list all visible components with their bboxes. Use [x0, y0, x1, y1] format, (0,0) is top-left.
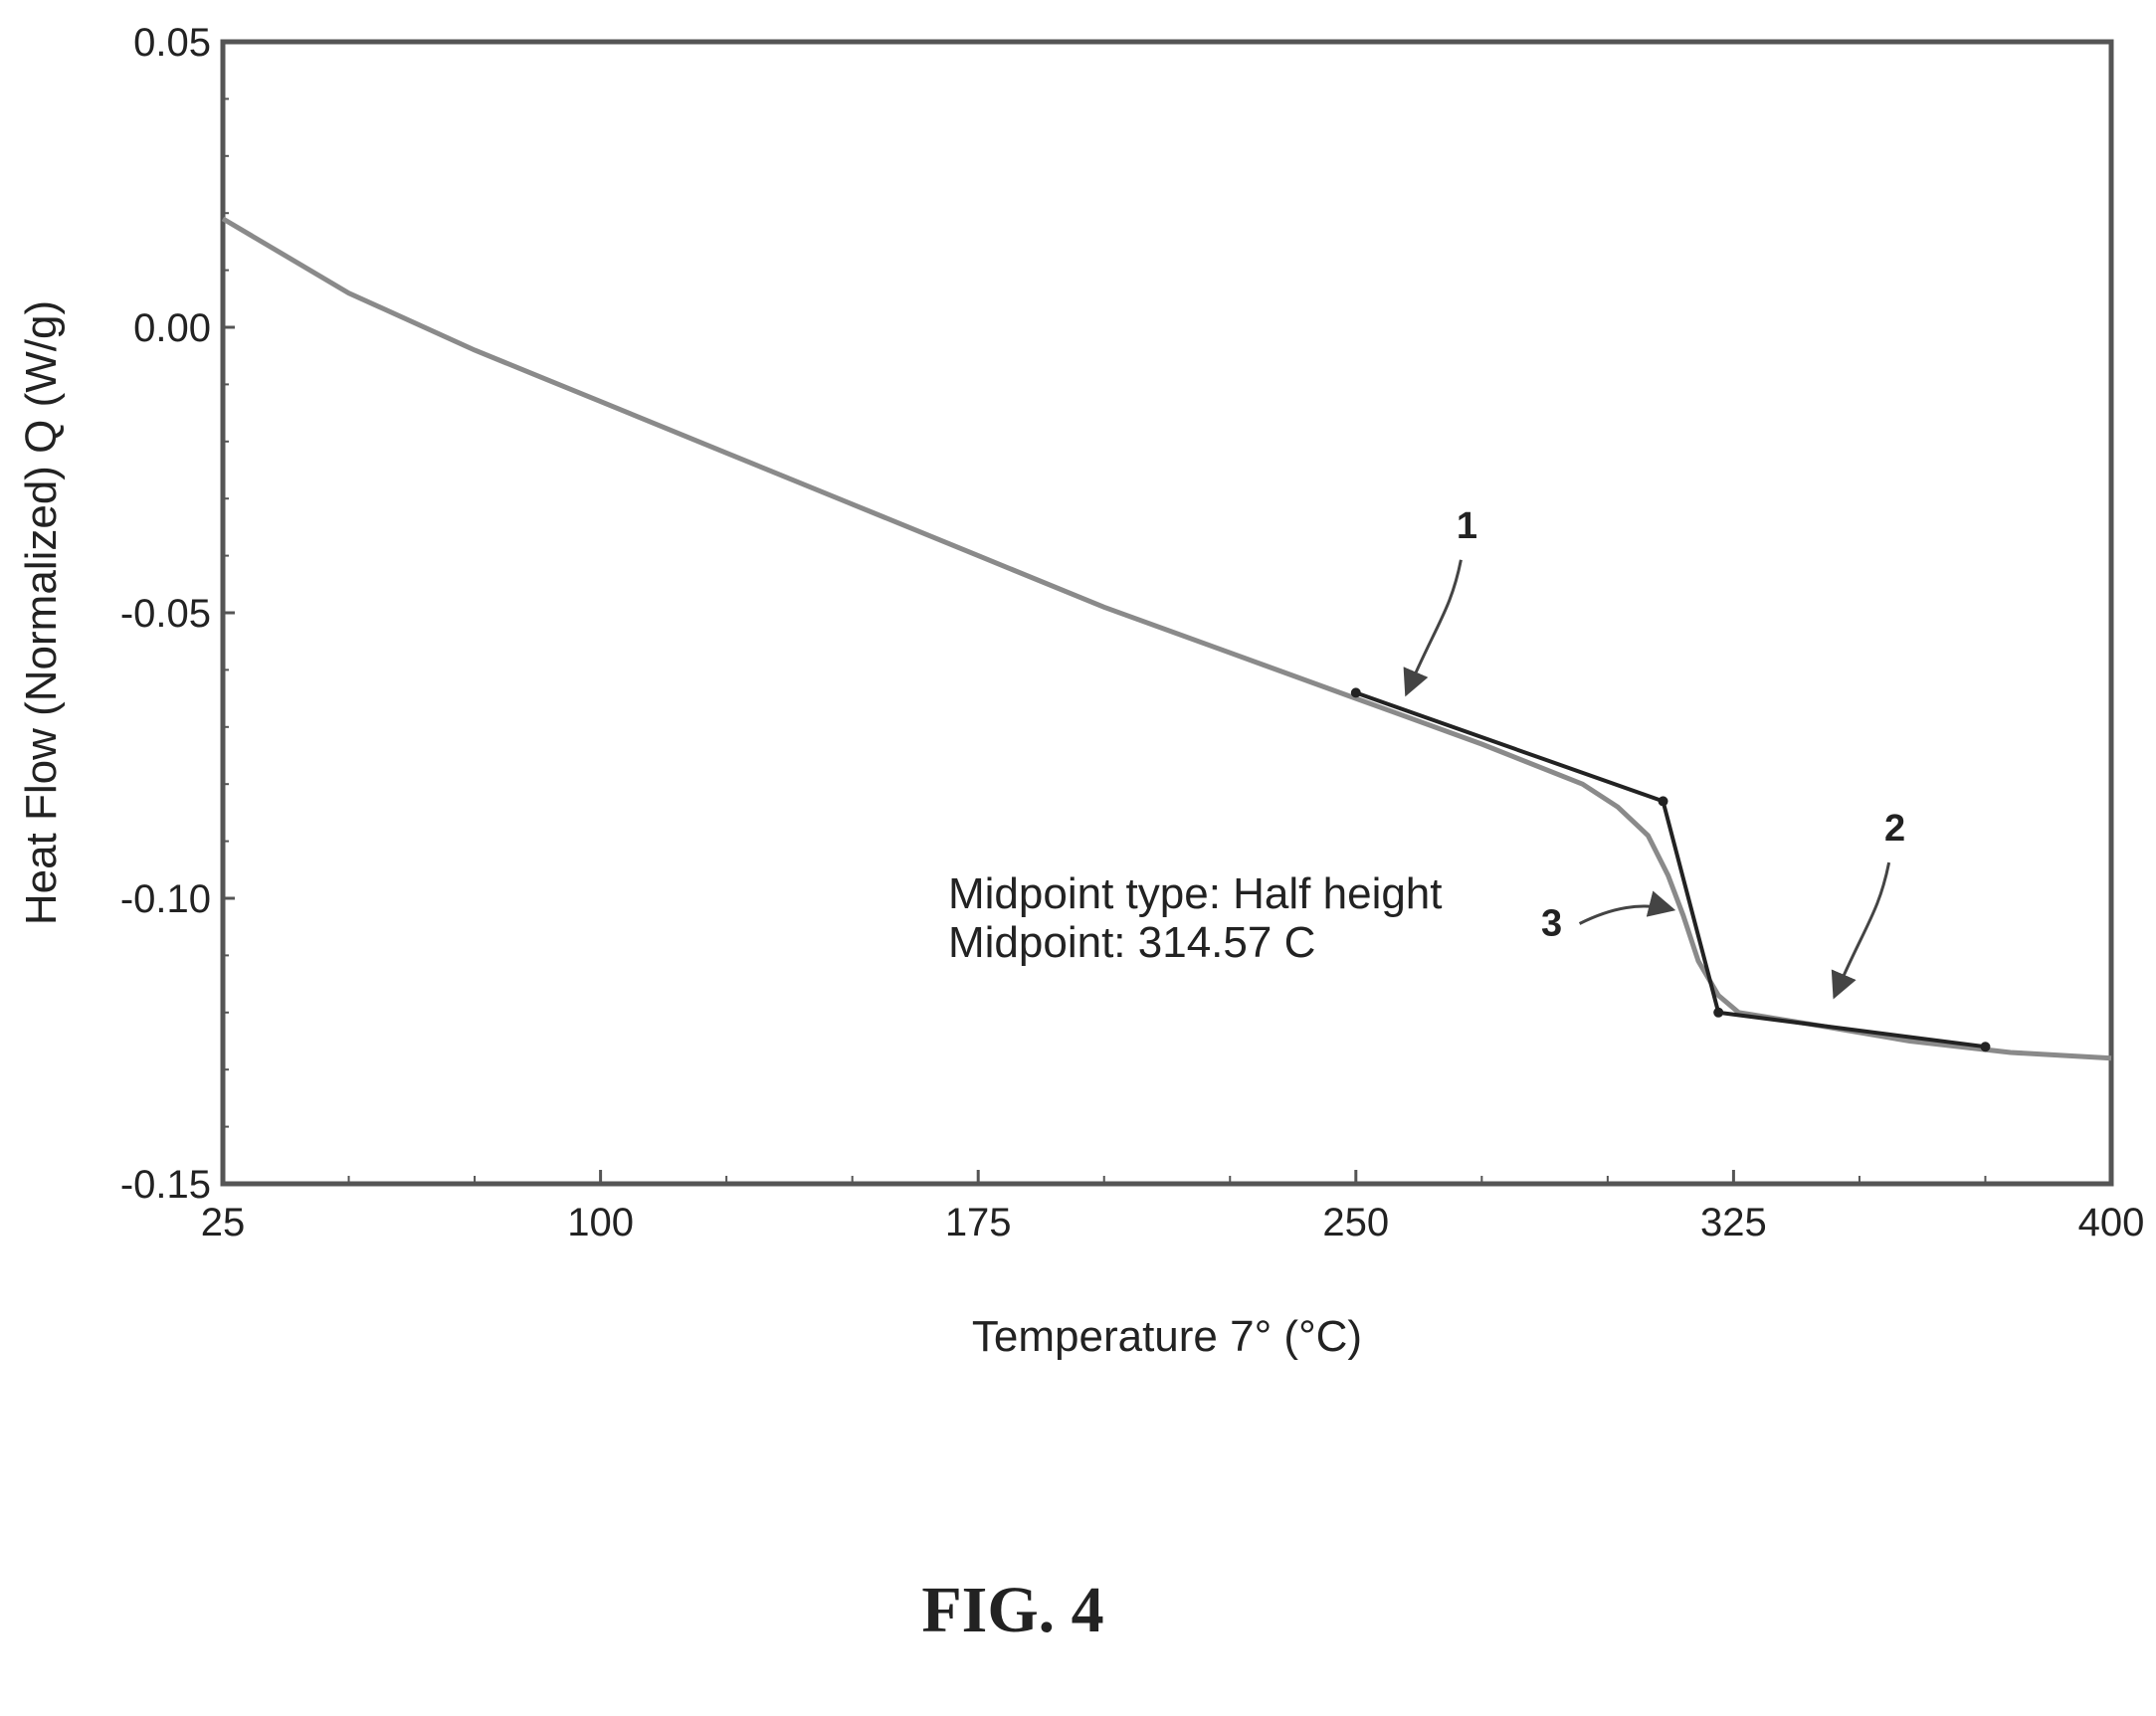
plot-frame: [220, 39, 2114, 1187]
x-tick-label: 175: [945, 1201, 1012, 1244]
figure-caption: FIG. 4: [921, 1574, 1103, 1646]
y-tick-label: -0.05: [120, 592, 211, 636]
x-tick-label: 325: [1700, 1201, 1767, 1244]
marker-label: 3: [1541, 902, 1562, 944]
x-axis-ticks: 25 100 175 250 325 400: [201, 1170, 2145, 1244]
tangent-points: [1350, 687, 1991, 1052]
x-tick-label: 400: [2078, 1201, 2145, 1244]
y-tick-label: 0.05: [133, 21, 211, 65]
tangent-point: [1980, 1042, 1991, 1052]
annotation-midpoint-type: Midpoint type: Half height: [948, 869, 1443, 918]
marker-label: 2: [1884, 808, 1905, 850]
callout-markers: 1 2 3: [1403, 505, 1905, 1000]
y-axis-ticks: 0.05 0.00 -0.05 -0.10 -0.15: [120, 21, 235, 1207]
tangent-point: [1713, 1007, 1724, 1018]
x-axis-label: Temperature 7° (°C): [972, 1312, 1362, 1361]
tangent-point: [1350, 687, 1361, 698]
marker-label: 1: [1457, 505, 1477, 547]
y-axis-label: Heat Flow (Normalized) Q (W/g): [17, 300, 66, 925]
x-tick-label: 100: [567, 1201, 634, 1244]
marker-arrow: [1831, 861, 1891, 1000]
tangent-lines: [1355, 690, 1986, 1049]
y-tick-label: 0.00: [133, 306, 211, 350]
y-tick-label: -0.10: [120, 877, 211, 921]
y-tick-label: -0.15: [120, 1163, 211, 1207]
x-tick-label: 25: [201, 1201, 246, 1244]
marker-arrow: [1403, 559, 1463, 697]
annotation-midpoint-value: Midpoint: 314.57 C: [948, 918, 1315, 967]
marker-arrow: [1578, 890, 1676, 925]
tangent-point: [1658, 796, 1668, 807]
x-tick-label: 250: [1322, 1201, 1389, 1244]
